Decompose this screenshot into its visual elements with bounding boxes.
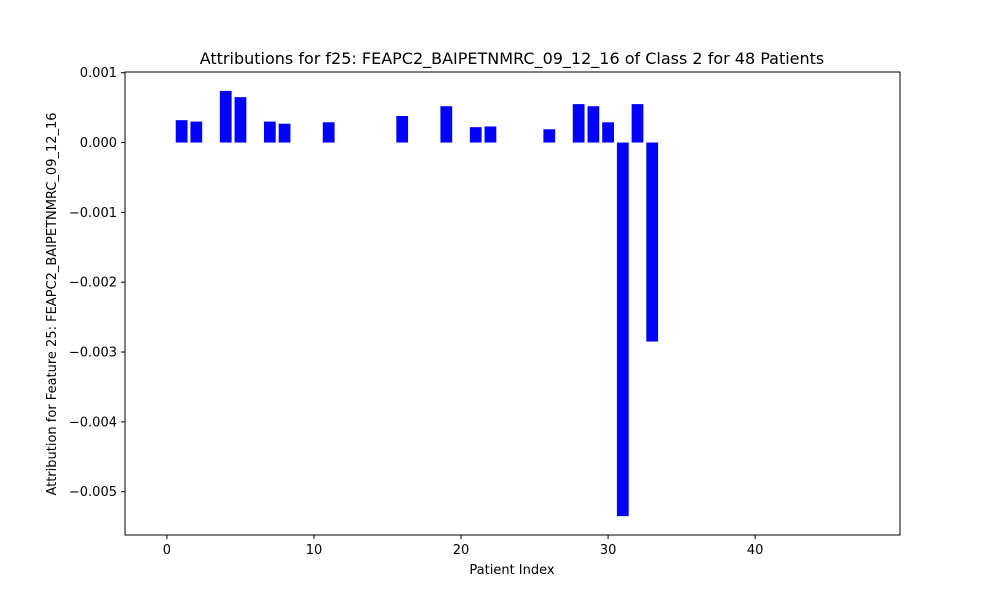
bar-patient-30	[602, 122, 614, 143]
bar-patient-26	[543, 129, 556, 143]
x-tick-label: 30	[600, 543, 617, 558]
plot-frame	[124, 71, 901, 536]
chart-title: Attributions for f25: FEAPC2_BAIPETNMRC_…	[200, 49, 825, 69]
y-tick-label: −0.003	[69, 346, 117, 361]
x-tick-label: 10	[306, 543, 323, 558]
bar-patient-4	[219, 90, 232, 143]
y-tick-label: −0.004	[69, 415, 117, 430]
y-tick-label: −0.001	[69, 206, 117, 221]
y-tick-label: −0.002	[69, 276, 117, 291]
x-axis-ticks: 0 10 20 30 40	[163, 535, 764, 558]
x-tick-label: 40	[747, 543, 764, 558]
bar-patient-21	[469, 127, 482, 143]
bar-patient-22	[484, 126, 497, 143]
y-axis-title: Attribution for Feature 25: FEAPC2_BAIPE…	[45, 112, 60, 495]
bar-patient-7	[263, 121, 276, 143]
bar-patient-31	[616, 142, 629, 517]
bar-patient-8	[278, 123, 291, 143]
bar-patient-29	[587, 106, 600, 143]
x-tick-label: 20	[453, 543, 470, 558]
y-tick-label: −0.005	[69, 485, 117, 500]
bar-patient-32	[631, 104, 644, 143]
bar-patient-28	[572, 104, 585, 143]
bar-patient-2	[190, 121, 203, 143]
y-tick-label: 0.000	[80, 136, 117, 151]
bar-patient-11	[322, 122, 335, 143]
bar-patient-33	[646, 142, 659, 342]
bar-patient-1	[175, 120, 188, 143]
y-tick-label: 0.001	[80, 66, 117, 81]
x-tick-label: 0	[163, 543, 171, 558]
bars-group	[175, 90, 659, 517]
bar-patient-19	[440, 106, 453, 143]
x-axis-title: Patient Index	[469, 563, 554, 578]
bar-patient-5	[234, 97, 247, 143]
y-axis-ticks: 0.001 0.000 −0.001 −0.002 −0.003 −0.004 −0.005	[69, 66, 125, 500]
bar-patient-16	[396, 116, 409, 143]
